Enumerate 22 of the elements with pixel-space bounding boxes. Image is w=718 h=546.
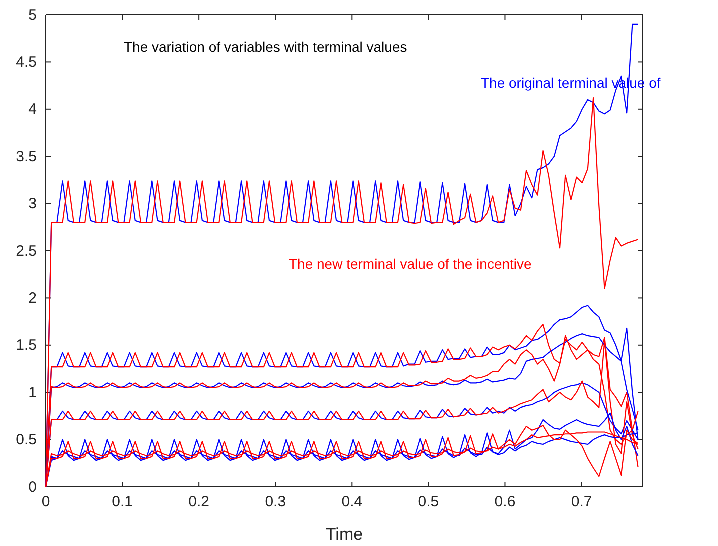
y-tick-label: 2.5 xyxy=(16,242,37,260)
x-axis-title: Time xyxy=(326,525,364,544)
y-tick-label: 3 xyxy=(28,196,37,213)
x-tick-label: 0.4 xyxy=(342,494,363,511)
y-tick-label: 0.5 xyxy=(16,432,37,449)
annotation: The new terminal value of the incentive xyxy=(289,256,532,272)
y-tick-label: 0 xyxy=(28,478,37,496)
y-tick-label: 4 xyxy=(28,101,37,118)
text: The variation of variables with terminal values xyxy=(124,39,408,55)
x-tick-label: 0.5 xyxy=(418,494,440,511)
y-tick-label: 5 xyxy=(28,6,37,24)
x-tick-label: 0.6 xyxy=(494,494,516,511)
x-tick-label: 0.1 xyxy=(112,494,133,511)
y-tick-label: 1.5 xyxy=(16,337,37,354)
x-tick-label: 0.2 xyxy=(188,494,210,511)
y-tick-label: 1 xyxy=(28,384,37,402)
y-tick-label: 4.5 xyxy=(16,54,37,71)
y-tick-label: 2 xyxy=(28,290,37,307)
x-tick-label: 0 xyxy=(42,494,50,511)
y-tick-label: 3.5 xyxy=(16,148,37,166)
x-tick-label: 0.7 xyxy=(571,494,592,511)
x-tick-label: 0.3 xyxy=(265,494,286,511)
